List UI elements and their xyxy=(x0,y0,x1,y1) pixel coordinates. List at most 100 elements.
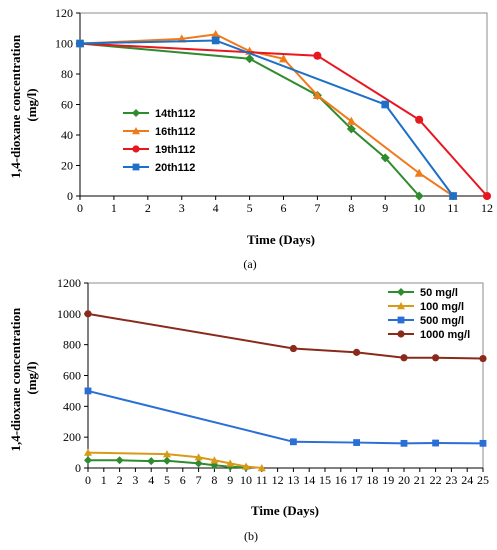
legend-label: 100 mg/l xyxy=(420,301,464,313)
y-tick-label: 0 xyxy=(67,189,73,203)
series-line xyxy=(87,389,484,445)
data-point xyxy=(415,115,424,124)
x-tick-label: 10 xyxy=(413,201,425,215)
data-point xyxy=(289,344,297,353)
x-tick-label: 25 xyxy=(477,473,489,487)
data-point xyxy=(432,439,439,447)
x-tick-label: 8 xyxy=(348,201,354,215)
x-tick-label: 9 xyxy=(382,201,388,215)
y-tick-label: 100 xyxy=(55,37,73,51)
data-point xyxy=(479,439,487,447)
data-point xyxy=(194,459,203,468)
data-point xyxy=(482,191,492,201)
x-tick-label: 18 xyxy=(366,473,378,487)
x-tick-label: 14 xyxy=(303,473,315,487)
x-tick-label: 12 xyxy=(481,201,493,215)
data-point xyxy=(414,168,424,177)
y-tick-label: 120 xyxy=(55,6,73,20)
legend-marker xyxy=(397,316,405,324)
data-point xyxy=(400,354,408,362)
x-tick-label: 17 xyxy=(351,473,363,487)
data-point xyxy=(211,36,220,45)
legend-label: 14th112 xyxy=(155,108,195,120)
panel-a-caption: (a) xyxy=(243,257,256,271)
legend-marker xyxy=(397,288,405,296)
data-point xyxy=(211,29,221,38)
series-line xyxy=(79,42,420,197)
panel-b: 1,4-dioxane concentration (mg/l) Time (D… xyxy=(8,276,489,543)
x-tick-label: 7 xyxy=(196,473,202,487)
y-tick-label: 1000 xyxy=(57,307,81,321)
x-tick-label: 24 xyxy=(461,473,473,487)
y-tick-label: 80 xyxy=(61,67,73,81)
data-point xyxy=(245,54,255,64)
panel-a-legend-bg xyxy=(118,110,240,172)
x-tick-label: 23 xyxy=(445,473,457,487)
data-point xyxy=(226,459,235,467)
legend-label: 500 mg/l xyxy=(420,315,464,327)
data-point xyxy=(84,448,92,456)
data-point xyxy=(84,387,92,395)
x-tick-label: 13 xyxy=(287,473,299,487)
x-tick-label: 19 xyxy=(382,473,394,487)
y-tick-label: 1200 xyxy=(57,276,81,290)
data-point xyxy=(84,310,92,318)
legend-marker xyxy=(132,109,140,117)
data-point xyxy=(479,354,487,363)
x-tick-label: 6 xyxy=(180,473,186,487)
panel-a-y-label: 1,4-dioxane concentration (mg/l) xyxy=(8,32,39,179)
y-tick-label: 200 xyxy=(63,430,81,444)
x-tick-label: 21 xyxy=(414,473,426,487)
x-tick-label: 6 xyxy=(281,201,287,215)
x-tick-label: 2 xyxy=(145,201,151,215)
panel-b-y-label: 1,4-dioxane concentration (mg/l) xyxy=(8,305,39,452)
series-line xyxy=(79,42,488,197)
data-point xyxy=(115,456,124,465)
x-tick-label: 15 xyxy=(319,473,331,487)
x-tick-label: 20 xyxy=(398,473,410,487)
data-point xyxy=(163,456,171,465)
x-tick-label: 22 xyxy=(430,473,442,487)
x-tick-label: 10 xyxy=(240,473,252,487)
data-point xyxy=(210,456,219,464)
data-point xyxy=(380,153,390,163)
x-tick-label: 0 xyxy=(77,201,83,215)
y-tick-label: 600 xyxy=(63,369,81,383)
x-tick-label: 11 xyxy=(447,201,459,215)
legend-label: 16th112 xyxy=(155,126,195,138)
data-point xyxy=(353,348,361,356)
y-tick-label: 40 xyxy=(61,128,73,142)
legend-marker xyxy=(132,163,140,171)
legend-marker xyxy=(132,145,140,153)
data-point xyxy=(381,100,390,109)
panel-b-caption: (b) xyxy=(244,529,258,543)
x-tick-label: 2 xyxy=(117,473,123,487)
data-point xyxy=(242,462,250,470)
y-tick-label: 400 xyxy=(63,399,81,413)
series-line xyxy=(87,312,484,360)
legend-marker xyxy=(397,302,405,310)
x-tick-label: 5 xyxy=(247,201,253,215)
data-point xyxy=(432,354,440,362)
data-point xyxy=(312,90,322,99)
y-tick-label: 20 xyxy=(61,159,73,173)
x-tick-label: 4 xyxy=(213,201,219,215)
y-tick-label: 60 xyxy=(61,98,73,112)
data-point xyxy=(290,438,297,446)
x-tick-label: 4 xyxy=(148,473,154,487)
data-point xyxy=(414,191,424,201)
data-point xyxy=(346,116,356,125)
x-tick-label: 3 xyxy=(179,201,185,215)
x-tick-label: 7 xyxy=(314,201,320,215)
x-tick-label: 9 xyxy=(227,473,233,487)
legend-label: 20th112 xyxy=(155,162,195,174)
x-tick-label: 1 xyxy=(111,201,117,215)
data-point xyxy=(353,439,360,446)
legend-marker xyxy=(132,127,140,135)
data-point xyxy=(257,464,266,472)
data-point xyxy=(194,453,203,461)
legend-label: 50 mg/l xyxy=(420,287,458,299)
data-point xyxy=(449,192,457,200)
panel-a: 1,4-dioxane concentration (mg/l) Time (D… xyxy=(8,6,493,271)
